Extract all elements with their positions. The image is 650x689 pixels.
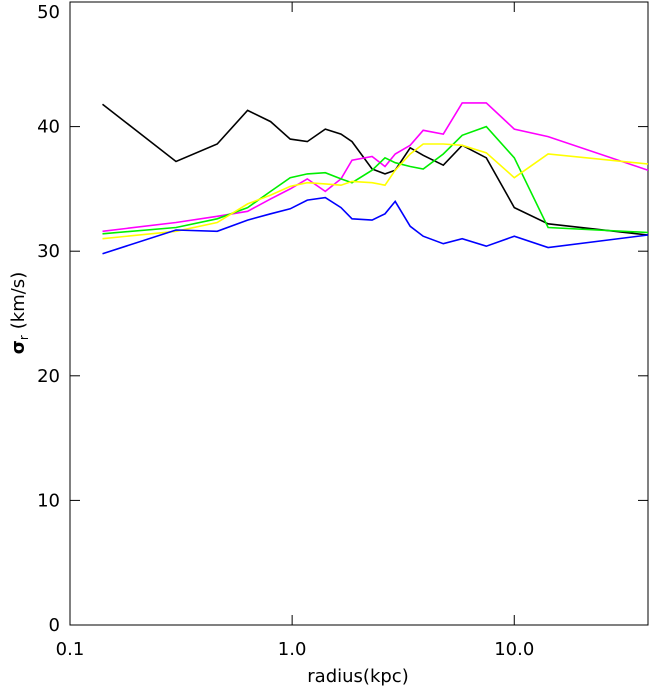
series-line	[102, 125, 649, 235]
x-tick-label: 0.1	[56, 639, 85, 660]
y-tick-label: 20	[37, 366, 60, 387]
x-axis-label: radius(kpc)	[307, 666, 408, 687]
x-tick-label: 1.0	[278, 639, 307, 660]
x-tick-label: 10.0	[494, 639, 534, 660]
y-label-unit: (km/s)	[8, 272, 29, 329]
series-line	[102, 196, 649, 255]
series-line	[102, 103, 649, 236]
y-tick-label: 0	[49, 615, 60, 636]
y-label-symbol: σ	[8, 340, 29, 354]
y-tick-label: 40	[37, 117, 60, 138]
plot-frame	[69, 1, 649, 626]
y-tick-label: 50	[37, 2, 60, 23]
y-label-subscript: r	[17, 335, 31, 340]
series-line	[102, 102, 649, 233]
y-axis-label: σr (km/s)	[8, 272, 31, 354]
series-line	[102, 143, 649, 240]
y-tick-label: 30	[37, 241, 60, 262]
y-tick-label: 10	[37, 490, 60, 511]
